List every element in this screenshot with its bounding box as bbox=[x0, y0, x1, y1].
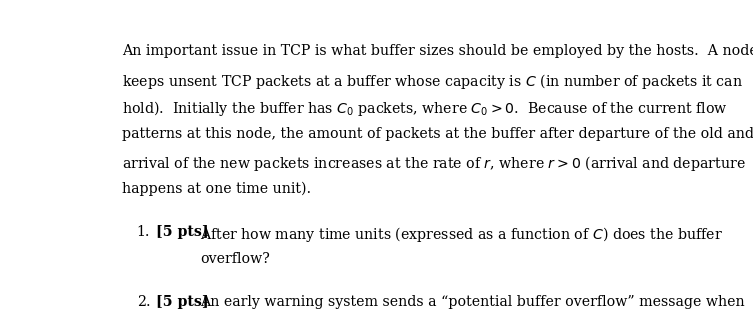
Text: 1.: 1. bbox=[137, 225, 151, 239]
Text: [5 pts]: [5 pts] bbox=[156, 225, 209, 239]
Text: 2.: 2. bbox=[137, 295, 151, 309]
Text: hold).  Initially the buffer has $C_0$ packets, where $C_0 > 0$.  Because of the: hold). Initially the buffer has $C_0$ pa… bbox=[122, 100, 728, 118]
Text: happens at one time unit).: happens at one time unit). bbox=[122, 182, 311, 197]
Text: keeps unsent TCP packets at a buffer whose capacity is $C$ (in number of packets: keeps unsent TCP packets at a buffer who… bbox=[122, 72, 743, 91]
Text: After how many time units (expressed as a function of $C$) does the buffer: After how many time units (expressed as … bbox=[200, 225, 724, 244]
Text: arrival of the new packets increases at the rate of $r$, where $r > 0$ (arrival : arrival of the new packets increases at … bbox=[122, 154, 746, 174]
Text: [5 pts]: [5 pts] bbox=[156, 295, 209, 309]
Text: overflow?: overflow? bbox=[200, 252, 270, 266]
Text: patterns at this node, the amount of packets at the buffer after departure of th: patterns at this node, the amount of pac… bbox=[122, 127, 753, 141]
Text: An important issue in TCP is what buffer sizes should be employed by the hosts. : An important issue in TCP is what buffer… bbox=[122, 44, 753, 58]
Text: An early warning system sends a “potential buffer overflow” message when: An early warning system sends a “potenti… bbox=[200, 295, 745, 309]
